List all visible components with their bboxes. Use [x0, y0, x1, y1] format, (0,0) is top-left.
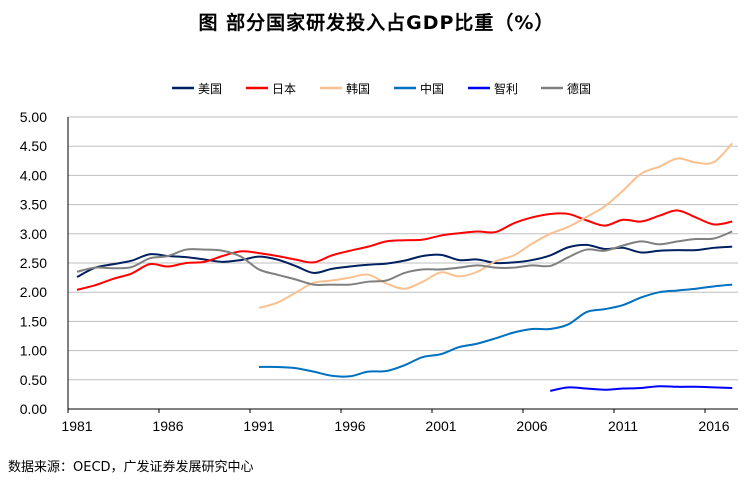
legend-item: 德国	[541, 81, 591, 96]
x-tick-label: 1996	[334, 418, 365, 434]
x-tick-label: 2011	[608, 418, 638, 434]
y-tick-label: 4.50	[20, 138, 47, 154]
legend-label: 智利	[494, 81, 518, 96]
legend-item: 美国	[172, 82, 222, 96]
series-line-5	[76, 230, 733, 286]
legend-item: 智利	[468, 81, 518, 96]
gridlines	[68, 116, 738, 381]
y-tick-label: 2.00	[20, 284, 47, 300]
y-tick-label: 3.50	[20, 197, 47, 213]
x-tick-label: 1981	[61, 418, 92, 434]
legend-item: 中国	[394, 81, 444, 96]
y-tick-label: 0.50	[20, 372, 47, 388]
x-tick-label: 2006	[516, 418, 547, 434]
y-axis-ticks: 0.00 0.50 1.00 1.50 2.00 2.50 3.00 3.50 4.00 4.50…	[20, 109, 47, 417]
legend-label: 韩国	[346, 81, 370, 96]
legend: 美国 日本 韩国 中国 智利 德国	[172, 81, 591, 96]
y-tick-label: 0.00	[20, 401, 47, 417]
source-note: 数据来源：OECD，广发证券发展研究中心	[8, 460, 254, 475]
x-tick-label: 1986	[152, 418, 183, 434]
legend-label: 中国	[420, 81, 444, 96]
legend-label: 美国	[198, 82, 222, 96]
legend-item: 日本	[246, 82, 296, 96]
x-tick-label: 1991	[243, 418, 274, 434]
series-line-4	[549, 385, 733, 392]
y-tick-label: 1.50	[20, 313, 47, 329]
y-tick-label: 4.00	[20, 167, 47, 183]
y-tick-label: 2.50	[20, 255, 47, 271]
series-lines	[76, 142, 733, 392]
series-line-0	[76, 243, 733, 278]
y-tick-label: 3.00	[20, 226, 47, 242]
x-axis: 1981 1986 1991 1996 2001 2006 2011 2016	[61, 117, 738, 434]
y-tick-label: 5.00	[20, 109, 47, 125]
series-line-2	[258, 142, 733, 309]
x-tick-label: 2016	[698, 418, 729, 434]
chart-title: 图 部分国家研发投入占GDP比重（%）	[198, 12, 555, 34]
series-line-1	[76, 209, 733, 291]
y-tick-label: 1.00	[20, 343, 47, 359]
legend-item: 韩国	[320, 81, 370, 96]
x-tick-label: 2001	[425, 418, 456, 434]
series-line-3	[258, 283, 733, 378]
legend-label: 德国	[567, 81, 591, 96]
legend-label: 日本	[272, 82, 296, 96]
